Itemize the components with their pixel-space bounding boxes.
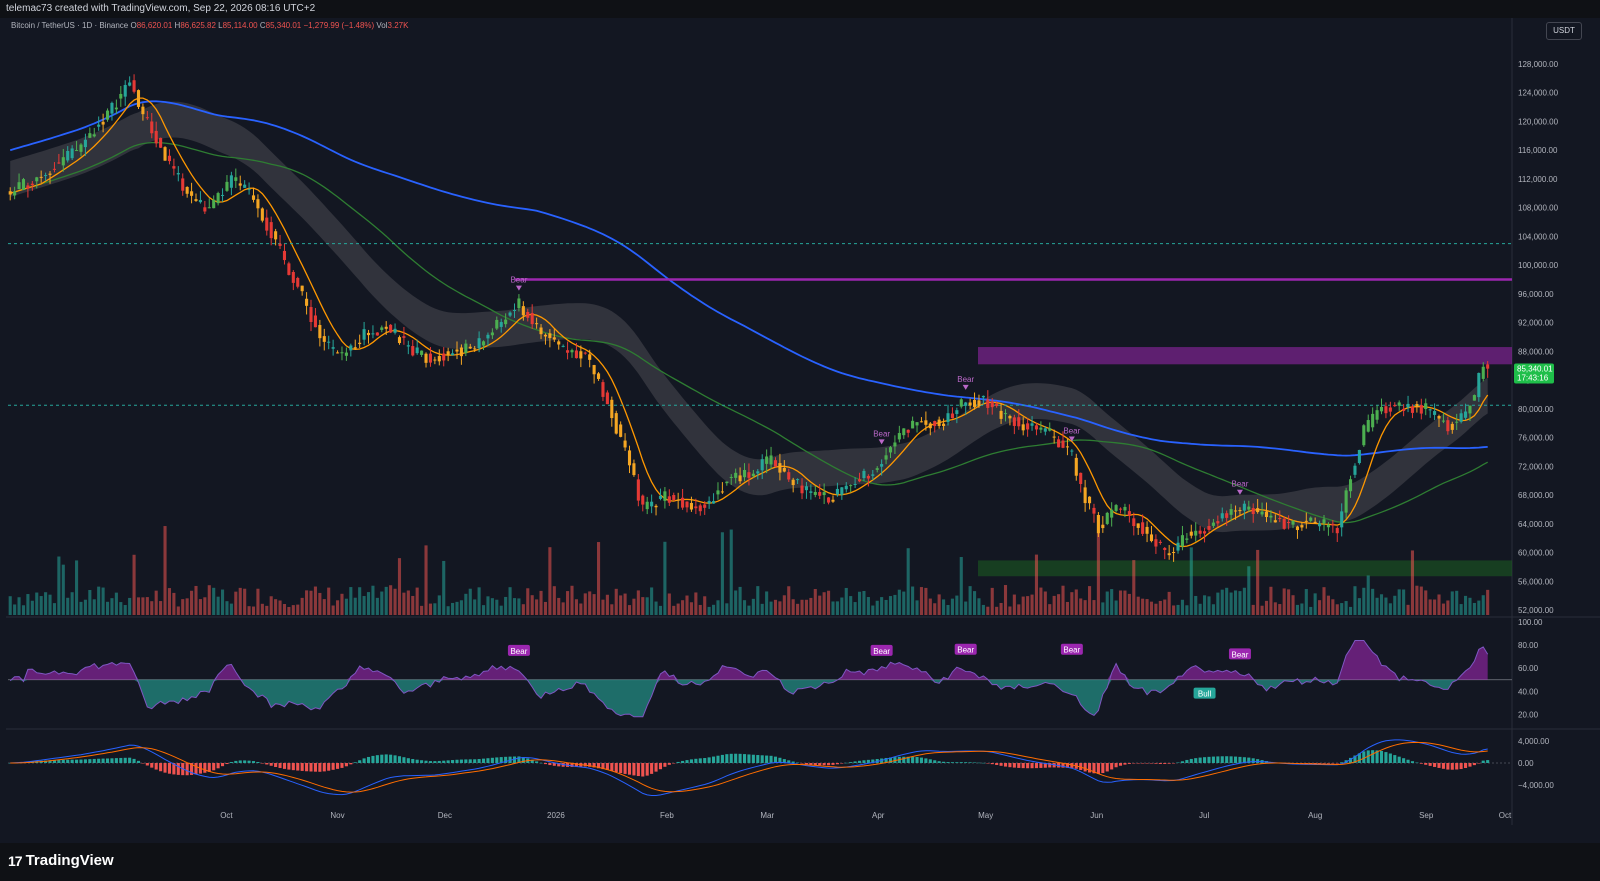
top-credit-bar: telemac73 created with TradingView.com, … (0, 0, 1600, 18)
credit-text: telemac73 created with TradingView.com, … (6, 3, 316, 14)
chart-frame[interactable] (6, 18, 1596, 843)
volume-value: 3.27K (387, 21, 409, 30)
high-value: 86,625.82 (180, 21, 216, 30)
open-value: 86,620.01 (136, 21, 173, 30)
tradingview-logo[interactable]: 17 TradingView (8, 852, 114, 869)
close-value: 85,340.01 (265, 21, 302, 30)
ohlc-legend: Bitcoin / TetherUS · 1D · Binance O86,62… (11, 21, 408, 30)
change-value: −1,279.99 (−1.48%) (303, 21, 375, 30)
volume-label: Vol (376, 21, 388, 30)
low-label: L (218, 21, 223, 30)
footer-bar (0, 843, 1600, 881)
open-label: O (130, 21, 137, 30)
currency-button[interactable]: USDT (1546, 22, 1582, 40)
symbol-name[interactable]: Bitcoin / TetherUS · 1D · Binance (11, 21, 129, 30)
high-label: H (174, 21, 181, 30)
tradingview-logo-icon: 17 (8, 852, 23, 869)
brand-name: TradingView (25, 852, 114, 869)
low-value: 85,114.00 (222, 21, 258, 30)
close-label: C (259, 21, 266, 30)
